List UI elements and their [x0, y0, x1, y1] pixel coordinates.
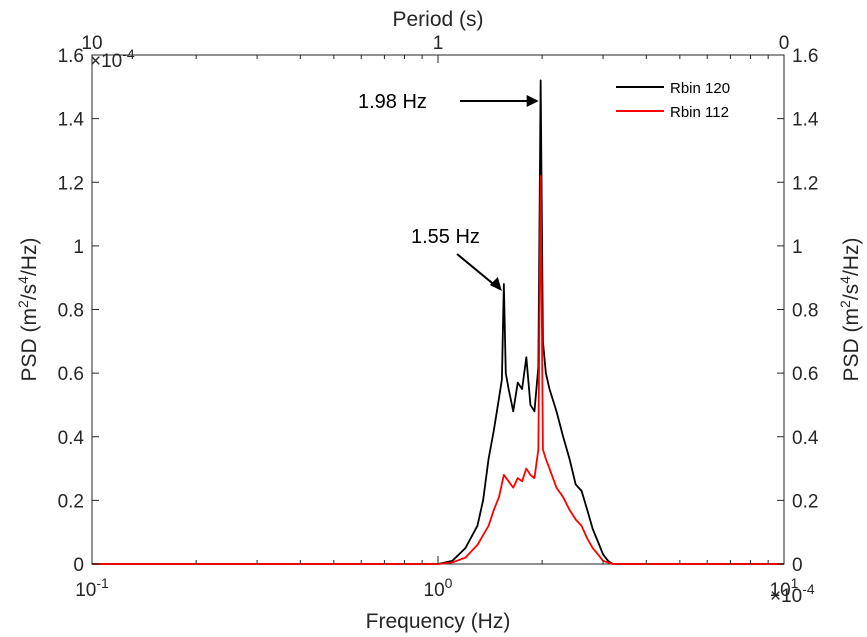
ticks-layer: 0 0 0.2 0.2 0.4 0.4 0.6 0.6 0.8 0.8 1 1 1.2 1.2 1.4 1.4…: [58, 33, 819, 601]
series-layer: [92, 79, 784, 565]
ylabel-left-part1: PSD (m: [18, 308, 41, 382]
series-line-rbin120: [92, 79, 784, 565]
ylabel-right-part1: PSD (m: [840, 308, 863, 382]
y-tick-label-right: 1.6: [792, 46, 818, 67]
ylabel-left-sup2: 4: [15, 276, 31, 284]
mult-left-base: ×10: [90, 51, 122, 72]
annotation-arrow-1-55hz: [456, 253, 497, 287]
ylabel-left-sup1: 2: [15, 300, 31, 308]
y-tick-label-left: 1.6: [58, 46, 84, 67]
mult-right-base: ×10: [770, 586, 802, 607]
y-tick-label-right: 0.2: [792, 491, 818, 512]
y-tick-label-right: 0: [792, 555, 803, 576]
top-x-tick-label: 0: [779, 33, 790, 54]
annotation-peak-1-55hz: 1.55 Hz: [411, 226, 480, 248]
y-tick-label-left: 1.2: [58, 173, 84, 194]
y-tick-label-left: 1.4: [58, 110, 85, 131]
x-axis-label: Frequency (Hz): [366, 610, 511, 633]
ylabel-left-part3: /Hz): [18, 238, 41, 277]
y-multiplier-right: ×10-4: [770, 581, 815, 607]
mult-right-exp: -4: [802, 581, 815, 597]
y-tick-label-left: 0.8: [58, 301, 84, 322]
top-x-tick-label: 1: [433, 33, 444, 54]
y-tick-label-left: 0.4: [58, 428, 85, 449]
ylabel-right-sup2: 4: [837, 276, 853, 284]
legend: Rbin 120 Rbin 112: [616, 80, 730, 121]
ylabel-right-part3: /Hz): [840, 238, 863, 277]
ylabel-right-part2: /s: [840, 284, 863, 300]
y-tick-label-right: 0.4: [792, 428, 819, 449]
x-tick-label: 100: [424, 575, 453, 601]
legend-label-rbin120: Rbin 120: [670, 80, 730, 97]
y-tick-label-right: 1.4: [792, 110, 819, 131]
mult-left-exp: -4: [122, 46, 135, 62]
y-tick-label-right: 1.2: [792, 173, 818, 194]
top-x-axis-label: Period (s): [392, 8, 483, 31]
annotation-peak-1-98hz: 1.98 Hz: [358, 91, 427, 113]
y-tick-label-left: 0.6: [58, 364, 84, 385]
x-tick-label: 10-1: [75, 575, 109, 601]
ylabel-left-part2: /s: [18, 284, 41, 300]
y-tick-label-right: 1: [792, 237, 803, 258]
ylabel-right-sup1: 2: [837, 300, 853, 308]
y-multiplier-left: ×10-4: [90, 46, 135, 72]
plot-frame: [91, 54, 785, 565]
top-x-tick-label: 10: [81, 33, 102, 54]
legend-label-rbin112: Rbin 112: [670, 104, 729, 121]
y-tick-label-right: 0.8: [792, 301, 818, 322]
y-axis-label-right: PSD (m2/s4/Hz): [837, 238, 863, 382]
annotation-arrowhead-1-98hz: [526, 95, 539, 107]
y-tick-label-right: 0.6: [792, 364, 818, 385]
annotation-arrowhead-1-55hz: [489, 277, 502, 292]
x-tick-label: 101: [770, 575, 799, 601]
y-tick-label-left: 1: [73, 237, 84, 258]
y-tick-label-left: 0: [73, 555, 84, 576]
series-line-rbin112: [92, 174, 784, 565]
y-tick-label-left: 0.2: [58, 491, 84, 512]
y-axis-label-left: PSD (m2/s4/Hz): [15, 238, 41, 382]
